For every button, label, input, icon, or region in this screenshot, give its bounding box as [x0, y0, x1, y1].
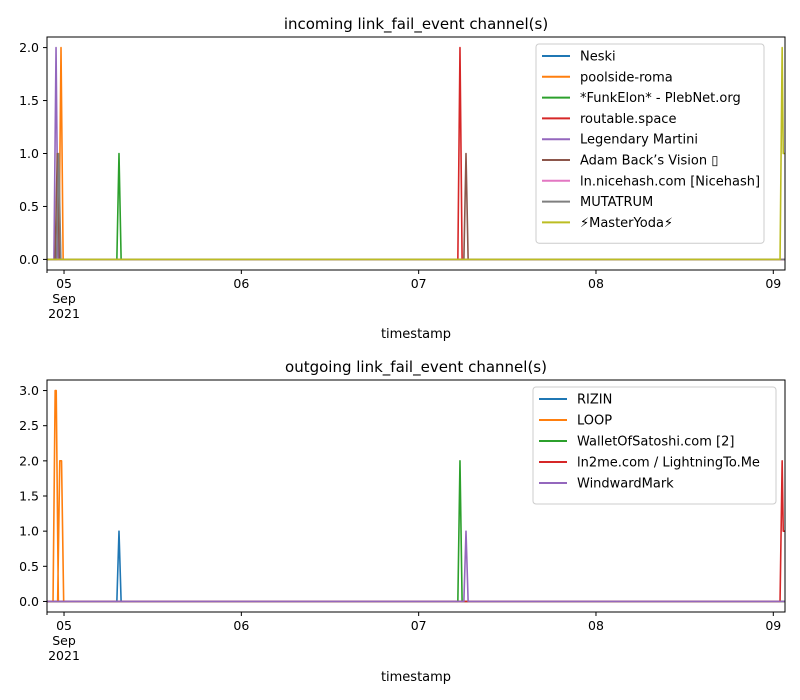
legend-label: Neski — [580, 50, 616, 65]
x-tick-label: 05 — [56, 618, 72, 633]
x-tick-label: 09 — [765, 276, 781, 291]
legend-label: LOOP — [577, 414, 612, 429]
y-tick-label: 1.0 — [19, 524, 39, 539]
series-line — [47, 46, 785, 261]
y-tick-label: 1.5 — [19, 489, 39, 504]
chart-outgoing: outgoing link_fail_event channel(s) time… — [19, 358, 786, 685]
legend-label: Adam Back’s Vision ▯ — [580, 154, 718, 169]
x-tick-label: 07 — [411, 276, 427, 291]
y-tick-label: 0.0 — [19, 252, 39, 267]
x-axis-label: timestamp — [381, 670, 451, 685]
legend-label: ln.nicehash.com [Nicehash] — [580, 174, 760, 189]
x-tick-label: 06 — [233, 618, 249, 633]
legend-label: Legendary Martini — [580, 133, 698, 148]
y-tick-label: 1.0 — [19, 146, 39, 161]
x-tick-label: 05 — [56, 276, 72, 291]
legend-label: MUTATRUM — [580, 195, 653, 210]
legend: Neski poolside-roma *FunkElon* - PlebNet.o… — [535, 43, 765, 244]
x-tick-label: 07 — [411, 618, 427, 633]
y-tick-label: 2.0 — [19, 40, 39, 55]
legend-label: WalletOfSatoshi.com [2] — [577, 435, 734, 450]
legend-label: poolside-roma — [580, 70, 673, 85]
y-tick-label: 0.0 — [19, 594, 39, 609]
series-line — [47, 530, 785, 603]
y-tick-label: 2.5 — [19, 418, 39, 433]
chart-title: incoming link_fail_event channel(s) — [284, 15, 548, 34]
x-tick-label: 08 — [588, 618, 604, 633]
y-tick-label: 0.5 — [19, 559, 39, 574]
legend-box — [532, 386, 777, 505]
legend-label: WindwardMark — [577, 477, 674, 492]
legend-box — [535, 43, 765, 244]
x-tick-label: 08 — [588, 276, 604, 291]
x-tick-label: 06 — [233, 276, 249, 291]
legend: RIZIN LOOP WalletOfSatoshi.com [2] ln2me.co… — [532, 386, 777, 505]
legend-label: *FunkElon* - PlebNet.org — [580, 91, 741, 106]
x-tick-label: 2021 — [48, 648, 80, 663]
legend-label: routable.space — [580, 112, 676, 127]
x-tick-label: 09 — [765, 618, 781, 633]
y-tick-label: 3.0 — [19, 383, 39, 398]
plot-area — [47, 389, 785, 603]
y-tick-label: 2.0 — [19, 453, 39, 468]
x-tick-label: 2021 — [48, 306, 80, 321]
y-tick-label: 1.5 — [19, 93, 39, 108]
plot-area — [47, 46, 785, 261]
chart-title: outgoing link_fail_event channel(s) — [285, 358, 547, 377]
x-tick-label: Sep — [52, 633, 76, 648]
x-axis-label: timestamp — [381, 327, 451, 342]
legend-label: ⚡MasterYoda⚡ — [580, 216, 673, 231]
series-line — [47, 530, 785, 603]
legend-label: RIZIN — [577, 393, 612, 408]
legend-label: ln2me.com / LightningTo.Me — [577, 456, 760, 471]
y-tick-label: 0.5 — [19, 199, 39, 214]
chart-incoming: incoming link_fail_event channel(s) time… — [19, 15, 786, 342]
x-tick-label: Sep — [52, 291, 76, 306]
